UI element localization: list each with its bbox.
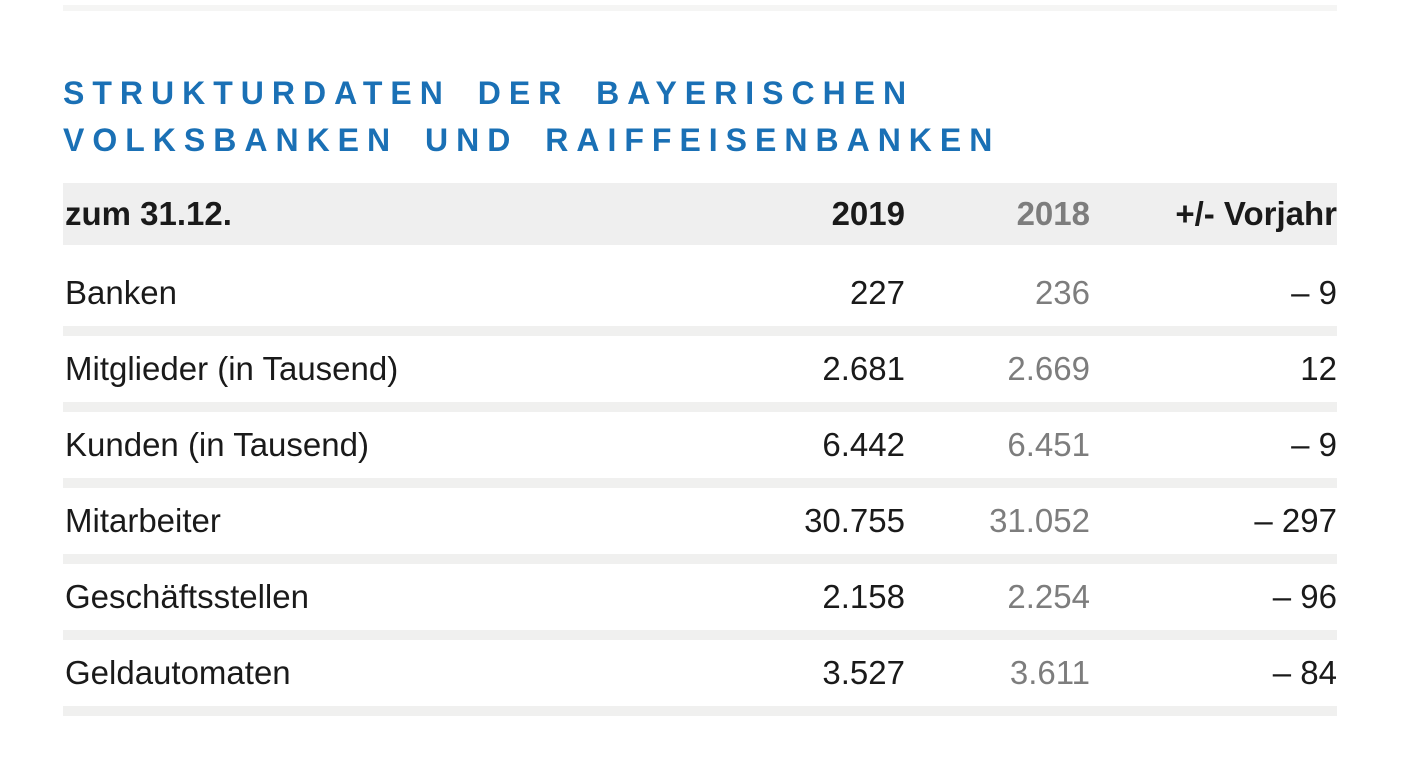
value-change: – 96 — [1272, 578, 1337, 615]
value-2018: 3.611 — [1009, 654, 1090, 691]
value-2018: 236 — [1034, 274, 1090, 311]
value-2018: 31.052 — [989, 502, 1090, 539]
row-label: Mitglieder (in Tausend) — [65, 350, 399, 387]
value-2019: 2.158 — [822, 578, 905, 615]
table-row-geschaeftsstellen: Geschäftsstellen 2.158 2.254 – 96 — [63, 564, 1337, 630]
table-row-banken: Banken 227 236 – 9 — [63, 260, 1337, 326]
header-col-2019: 2019 — [831, 195, 905, 232]
value-2019: 227 — [849, 274, 905, 311]
top-rule — [63, 5, 1337, 11]
row-label: Geldautomaten — [65, 654, 291, 691]
value-2019: 6.442 — [822, 426, 905, 463]
value-change: – 297 — [1254, 502, 1337, 539]
structure-data-table: zum 31.12. 2019 2018 +/- Vorjahr Banken … — [63, 183, 1337, 716]
row-label: Banken — [65, 274, 177, 311]
page-title-line1: STRUKTURDATEN DER BAYERISCHEN — [63, 75, 915, 111]
value-change: 12 — [1300, 350, 1337, 387]
value-2019: 2.681 — [822, 350, 905, 387]
header-col-change: +/- Vorjahr — [1175, 195, 1337, 232]
row-label: Kunden (in Tausend) — [65, 426, 369, 463]
row-divider — [63, 478, 1337, 488]
row-divider — [63, 326, 1337, 336]
value-2018: 6.451 — [1007, 426, 1090, 463]
table-header-row: zum 31.12. 2019 2018 +/- Vorjahr — [63, 183, 1337, 245]
page-title: STRUKTURDATEN DER BAYERISCHEN VOLKSBANKE… — [63, 70, 1363, 164]
page-title-line2: VOLKSBANKEN UND RAIFFEISENBANKEN — [63, 122, 1001, 158]
row-divider — [63, 554, 1337, 564]
value-2019: 3.527 — [822, 654, 905, 691]
table-row-kunden: Kunden (in Tausend) 6.442 6.451 – 9 — [63, 412, 1337, 478]
value-2019: 30.755 — [804, 502, 905, 539]
table-row-mitarbeiter: Mitarbeiter 30.755 31.052 – 297 — [63, 488, 1337, 554]
value-change: – 84 — [1272, 654, 1337, 691]
header-col-2018: 2018 — [1016, 195, 1090, 232]
table-row-geldautomaten: Geldautomaten 3.527 3.611 – 84 — [63, 640, 1337, 706]
row-divider — [63, 402, 1337, 412]
table-row-mitglieder: Mitglieder (in Tausend) 2.681 2.669 12 — [63, 336, 1337, 402]
value-change: – 9 — [1291, 426, 1337, 463]
bottom-rule — [63, 706, 1337, 716]
row-label: Geschäftsstellen — [65, 578, 309, 615]
value-change: – 9 — [1291, 274, 1337, 311]
value-2018: 2.254 — [1007, 578, 1090, 615]
value-2018: 2.669 — [1007, 350, 1090, 387]
header-date-label: zum 31.12. — [65, 195, 232, 232]
row-divider — [63, 630, 1337, 640]
row-label: Mitarbeiter — [65, 502, 221, 539]
header-gap — [63, 245, 1337, 260]
